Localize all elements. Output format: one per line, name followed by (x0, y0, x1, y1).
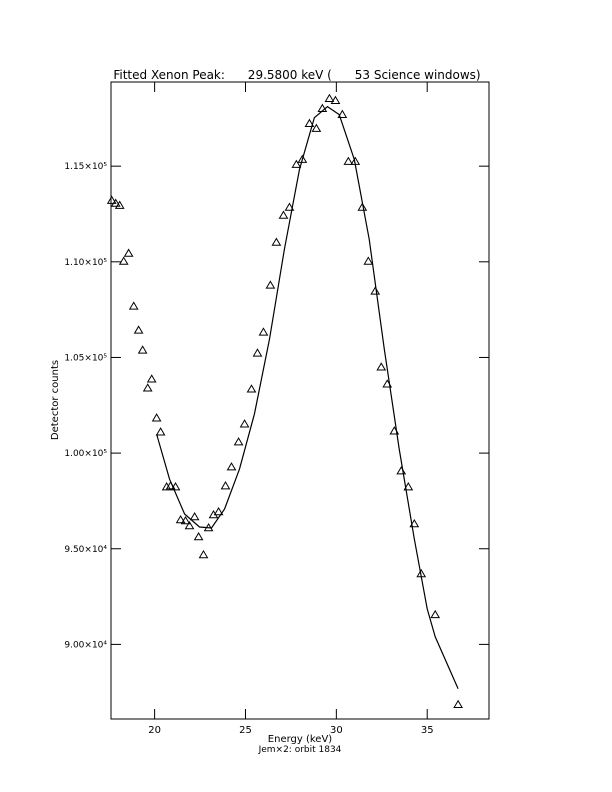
data-point (376, 362, 387, 371)
data-point (430, 609, 441, 619)
data-point (396, 466, 407, 475)
x-axis-label-2: Jem×2: orbit 1834 (258, 745, 342, 755)
data-point (151, 413, 162, 422)
data-point (110, 198, 121, 207)
data-point (271, 237, 282, 246)
data-point (291, 159, 302, 168)
data-point (189, 512, 200, 521)
data-point (284, 202, 295, 211)
y-tick-label: 1.00×10⁵ (64, 449, 107, 459)
data-point (137, 345, 148, 354)
data-point (357, 202, 368, 211)
data-point (258, 327, 269, 336)
y-axis-label: Detector counts (50, 360, 61, 440)
data-point (330, 95, 341, 104)
data-point (233, 437, 244, 446)
y-tick-label: 9.50×10⁴ (64, 545, 107, 555)
data-point (193, 531, 204, 541)
x-axis-label: Energy (keV) (268, 734, 333, 745)
chart-title: Fitted Xenon Peak: 29.5800 keV ( 53 Scie… (113, 68, 480, 82)
y-tick-label: 1.15×10⁵ (64, 162, 107, 172)
data-point (409, 519, 420, 528)
data-point (239, 419, 250, 428)
data-point (170, 482, 181, 491)
data-point (142, 383, 153, 392)
data-point (106, 195, 117, 204)
data-point (304, 118, 315, 127)
data-point (114, 200, 125, 209)
data-point (184, 521, 195, 530)
data-point (133, 325, 144, 334)
data-point (128, 301, 139, 310)
y-tick-label: 1.05×10⁵ (64, 353, 107, 363)
data-point (220, 481, 231, 490)
data-point (252, 348, 263, 357)
data-point (265, 280, 276, 289)
data-point (297, 154, 308, 163)
x-tick-label: 35 (421, 725, 434, 736)
data-point (278, 210, 289, 219)
data-point (324, 93, 335, 102)
fit-line (156, 105, 459, 689)
data-point (180, 516, 191, 525)
data-point (370, 286, 381, 295)
data-point (118, 256, 129, 265)
plot-frame (110, 81, 490, 720)
x-tick-label: 30 (330, 725, 343, 736)
data-point (363, 256, 374, 265)
data-point (226, 462, 237, 471)
x-tick-label: 25 (239, 725, 252, 736)
x-tick-label: 20 (148, 725, 161, 736)
data-point (161, 482, 172, 491)
data-point (311, 123, 322, 132)
y-tick-label: 1.10×10⁵ (64, 258, 107, 268)
data-point (246, 384, 257, 393)
data-point (146, 374, 157, 383)
data-point (343, 156, 354, 165)
data-point (213, 507, 224, 516)
data-point (175, 515, 186, 524)
data-point (403, 482, 414, 491)
data-point (453, 699, 463, 708)
data-point (123, 248, 134, 257)
data-point (337, 109, 348, 118)
y-tick-label: 9.00×10⁴ (64, 640, 107, 650)
data-point (155, 427, 166, 436)
data-point (198, 549, 209, 559)
